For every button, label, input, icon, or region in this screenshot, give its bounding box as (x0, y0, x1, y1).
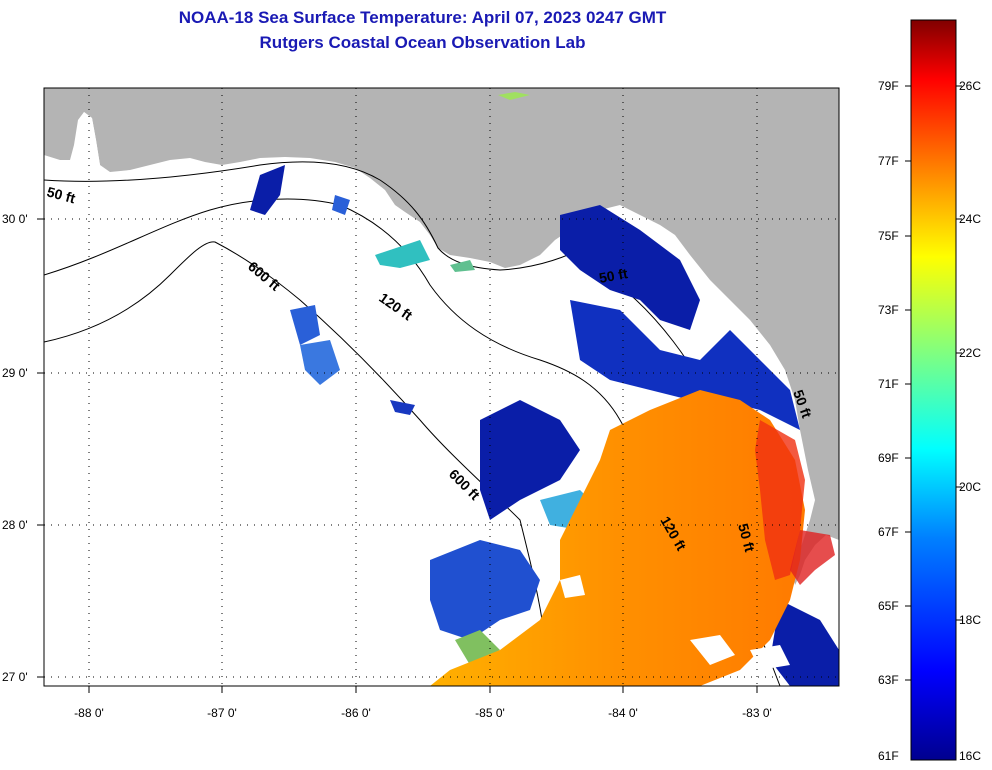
contour-label: 50 ft (735, 522, 758, 554)
lat-label: 30 0' (2, 212, 28, 226)
lon-label: -87 0' (207, 706, 237, 720)
colorbar-f-label: 71F (878, 377, 899, 391)
colorbar-ticks (905, 85, 962, 681)
lon-label: -85 0' (475, 706, 505, 720)
colorbar-c-label: 22C (959, 346, 981, 360)
contour-50ft-north (44, 161, 591, 271)
land-mass (44, 88, 839, 585)
colorbar-f-label: 67F (878, 525, 899, 539)
colorbar-f-label: 77F (878, 154, 899, 168)
contour-label: 50 ft (598, 265, 629, 286)
lat-label: 29 0' (2, 366, 28, 380)
lon-label: -88 0' (74, 706, 104, 720)
contour-label: 50 ft (45, 183, 77, 206)
mobile-bay (80, 112, 100, 168)
sst-hot-strip (755, 420, 805, 580)
cloud-gaps (560, 575, 790, 670)
colorbar-f-label: 75F (878, 229, 899, 243)
lat-label: 27 0' (2, 670, 28, 684)
lon-label: -86 0' (341, 706, 371, 720)
lon-label: -83 0' (742, 706, 772, 720)
sst-cold-patches (250, 165, 839, 686)
lon-label: -84 0' (608, 706, 638, 720)
lat-label: 28 0' (2, 518, 28, 532)
colorbar (910, 19, 957, 761)
map-frame (43, 87, 840, 687)
colorbar-c-label: 16C (959, 749, 981, 763)
colorbar-f-label: 65F (878, 599, 899, 613)
colorbar-f-label: 69F (878, 451, 899, 465)
colorbar-f-label: 61F (878, 749, 899, 763)
map-title: NOAA-18 Sea Surface Temperature: April 0… (178, 8, 667, 27)
colorbar-f-label: 73F (878, 303, 899, 317)
colorbar-f-label: 63F (878, 673, 899, 687)
colorbar-f-label: 79F (878, 79, 899, 93)
colorbar-c-label: 24C (959, 212, 981, 226)
map-subtitle: Rutgers Coastal Ocean Observation Lab (259, 33, 586, 52)
colorbar-c-label: 18C (959, 613, 981, 627)
tick-marks (37, 218, 758, 693)
colorbar-c-label: 26C (959, 79, 981, 93)
contour-600ft (44, 241, 551, 686)
sst-warm-region (430, 390, 805, 686)
sst-hot-bay (790, 530, 835, 585)
colorbar-c-label: 20C (959, 480, 981, 494)
